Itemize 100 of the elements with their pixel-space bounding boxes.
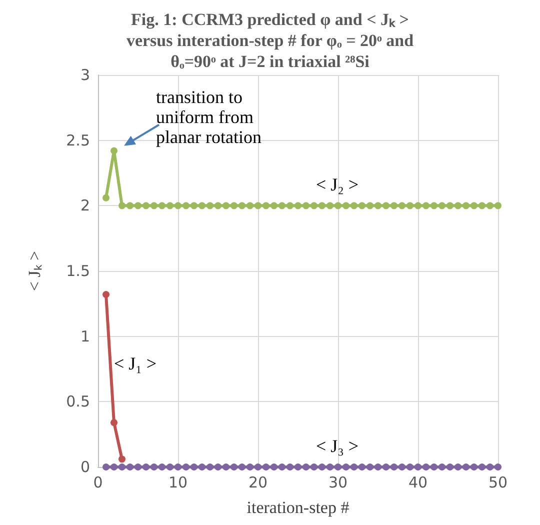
y-tick-label: 3 [80, 66, 90, 84]
y-tick-label: 2 [80, 196, 90, 215]
point [350, 202, 358, 210]
point [422, 464, 430, 470]
point [326, 202, 334, 210]
point [366, 464, 374, 470]
point [254, 464, 262, 470]
point [270, 464, 278, 470]
point [174, 202, 182, 210]
x-axis-title: iteration-step # [246, 498, 350, 517]
point [142, 464, 150, 470]
point [310, 202, 318, 210]
point [422, 202, 430, 210]
point [142, 202, 150, 210]
point [390, 464, 398, 470]
point [478, 202, 486, 210]
point [302, 202, 310, 210]
point [206, 464, 214, 470]
point [230, 464, 238, 470]
point [118, 456, 126, 463]
chart-title: Fig. 1: CCRM3 predicted φ and < Jₖ > versus interation-step # for φₒ = 20ᵒ and θₒ=90ᵒ at J=2 in triaxial ²⁸Si [126, 10, 414, 71]
point [430, 464, 438, 470]
point [294, 464, 302, 470]
x-tick-label: 10 [168, 474, 188, 492]
point [486, 464, 494, 470]
point [134, 202, 142, 210]
point [110, 419, 118, 426]
point [238, 202, 246, 210]
point [190, 202, 198, 210]
point [262, 202, 270, 210]
point [478, 464, 486, 470]
point [398, 464, 406, 470]
point [406, 464, 414, 470]
point [382, 202, 390, 210]
point [462, 202, 470, 210]
series-label: < J₃ > [316, 436, 359, 456]
point [110, 147, 118, 154]
point [438, 464, 446, 470]
point [430, 202, 438, 210]
point [446, 202, 454, 210]
point [438, 202, 446, 210]
point [318, 202, 326, 210]
point [158, 464, 166, 470]
point [230, 202, 238, 210]
point [278, 202, 286, 210]
point [414, 464, 422, 470]
x-tick-label: 0 [93, 474, 103, 492]
point [302, 464, 310, 470]
point [246, 464, 254, 470]
point [454, 202, 462, 210]
point [446, 464, 454, 470]
point [198, 202, 206, 210]
point [350, 464, 358, 470]
point [182, 202, 190, 210]
point [206, 202, 214, 210]
point [382, 464, 390, 470]
point [390, 202, 398, 210]
point [262, 464, 270, 470]
point [118, 464, 126, 470]
point [134, 464, 142, 470]
point [198, 464, 206, 470]
point [150, 202, 158, 210]
point [494, 464, 502, 470]
point [342, 202, 350, 210]
point [102, 464, 110, 470]
point [150, 464, 158, 470]
y-tick-label: 0 [80, 458, 90, 476]
point [190, 464, 198, 470]
point [174, 464, 182, 470]
point [126, 202, 134, 210]
annotation: transition to uniform from planar rotation [156, 86, 262, 147]
x-tick-label: 30 [328, 474, 348, 492]
point [222, 202, 230, 210]
point [214, 464, 222, 470]
y-tick-label: 1 [80, 327, 90, 346]
point [254, 202, 262, 210]
y-axis-title: < Jₖ > [25, 250, 44, 292]
point [414, 202, 422, 210]
point [110, 464, 118, 470]
point [102, 194, 110, 202]
point [374, 464, 382, 470]
point [310, 464, 318, 470]
point [398, 202, 406, 210]
y-tick-label: 2.5 [66, 131, 90, 150]
point [270, 202, 278, 210]
point [294, 202, 302, 210]
point [374, 202, 382, 210]
point [470, 202, 478, 210]
point [318, 464, 326, 470]
x-tick-label: 50 [488, 474, 508, 492]
point [326, 464, 334, 470]
y-tick-label: 1.5 [66, 262, 90, 280]
point [126, 464, 134, 470]
point [462, 464, 470, 470]
point [166, 464, 174, 470]
point [470, 464, 478, 470]
x-tick-label: 40 [408, 474, 428, 492]
point [454, 464, 462, 470]
point [334, 202, 342, 210]
point [222, 464, 230, 470]
